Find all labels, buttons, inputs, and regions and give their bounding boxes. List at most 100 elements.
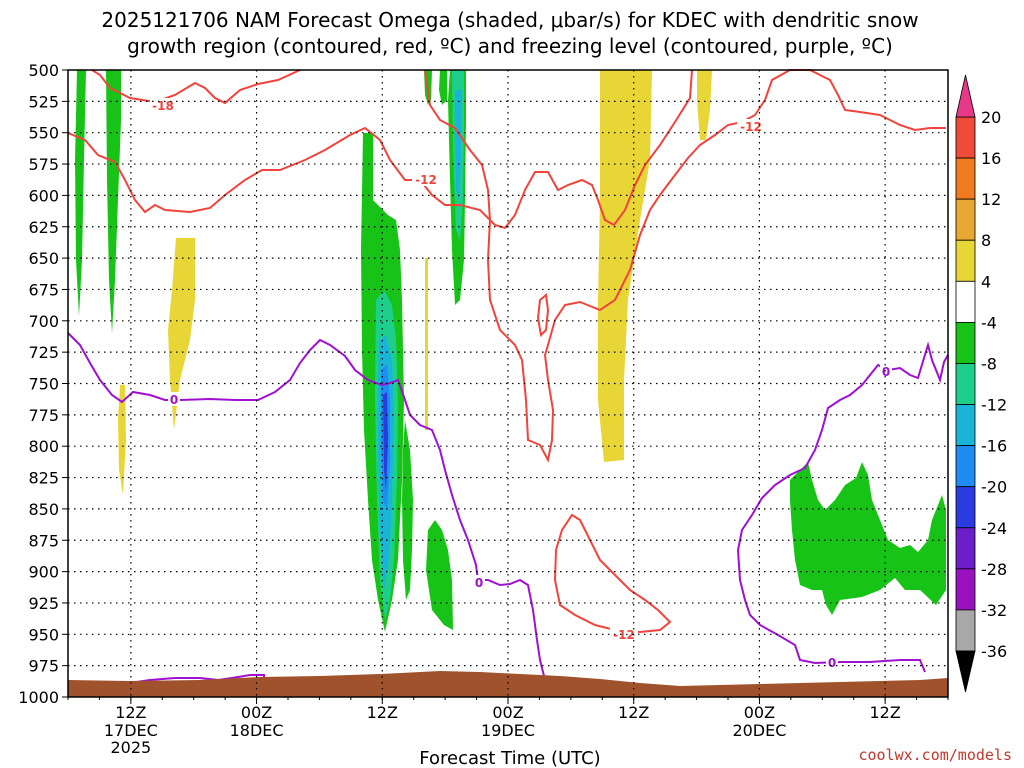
y-tick-label: 725	[28, 343, 59, 362]
y-tick-label: 600	[28, 186, 59, 205]
y-tick-label: 875	[28, 531, 59, 550]
red-contours	[67, 69, 946, 634]
omega-shade-yellow	[425, 258, 428, 430]
colorbar-swatch	[955, 609, 976, 652]
purple-contour-line	[736, 341, 949, 673]
red-contour-line	[67, 69, 693, 230]
credit-text: coolwx.com/models	[858, 746, 1012, 764]
colorbar-label: 8	[981, 231, 991, 250]
omega-shading	[75, 70, 946, 632]
colorbar-swatch	[955, 486, 976, 529]
x-tick-date: 18DEC	[230, 721, 284, 740]
colorbar-swatch	[955, 527, 976, 570]
purple-contour-label: 0	[170, 393, 178, 407]
colorbar-swatch	[955, 280, 976, 323]
y-tick-label: 650	[28, 249, 59, 268]
y-tick-label: 675	[28, 280, 59, 299]
chart-title-line1: 2025121706 NAM Forecast Omega (shaded, μ…	[101, 8, 918, 32]
y-tick-label: 925	[28, 594, 59, 613]
red-contour-label: -18	[152, 99, 174, 113]
red-contour-label: -12	[415, 173, 437, 187]
x-tick-date: 17DEC	[104, 721, 158, 740]
colorbar-label: -16	[981, 437, 1007, 456]
y-tick-label: 950	[28, 625, 59, 644]
colorbar-bottom-arrow	[955, 650, 976, 693]
colorbar-label: -36	[981, 642, 1007, 661]
colorbar-swatch	[955, 321, 976, 364]
x-tick-label: 12Z	[618, 703, 649, 722]
omega-shade-cyan	[455, 90, 462, 200]
colorbar-label: -8	[981, 354, 997, 373]
red-contour-line	[536, 293, 550, 338]
x-tick-label: 12Z	[367, 703, 398, 722]
y-tick-label: 525	[28, 92, 59, 111]
y-tick-label: 575	[28, 155, 59, 174]
colorbar-label: -28	[981, 560, 1007, 579]
red-contour-labels: -18 -12 -12 -12	[150, 98, 765, 642]
colorbar-swatch	[955, 568, 976, 611]
purple-contour-line	[67, 332, 546, 681]
y-tick-label: 800	[28, 437, 59, 456]
omega-shade-green	[402, 420, 413, 600]
y-tick-label: 550	[28, 124, 59, 143]
y-tick-label: 775	[28, 406, 59, 425]
colorbar-swatch	[955, 116, 976, 159]
terrain-fill	[68, 671, 948, 697]
y-tick-label: 900	[28, 563, 59, 582]
omega-shade-yellow	[598, 70, 652, 462]
colorbar-swatch	[955, 404, 976, 447]
colorbar-label: -12	[981, 396, 1007, 415]
x-tick-label: 12Z	[115, 703, 146, 722]
colorbar-swatch	[955, 239, 976, 282]
purple-contour-label: 0	[475, 576, 483, 590]
colorbar-swatch	[955, 363, 976, 405]
omega-shade-yellow	[168, 238, 195, 430]
purple-contour-label: 0	[882, 365, 890, 379]
red-contour-label: -12	[740, 120, 762, 134]
y-tick-label: 750	[28, 375, 59, 394]
x-tick-label: 00Z	[744, 703, 775, 722]
x-tick-date: 19DEC	[481, 721, 535, 740]
colorbar-label: 4	[981, 272, 991, 291]
y-tick-label: 1000	[18, 688, 59, 707]
y-tick-label: 625	[28, 218, 59, 237]
x-tick-label: 00Z	[241, 703, 272, 722]
y-tick-label: 825	[28, 469, 59, 488]
red-contour-line	[424, 69, 946, 463]
colorbar: 20 16 12 8 4 -4 -8 -12 -16 -20 -24 -28 -32 -36	[955, 74, 1007, 693]
y-tick-label: 700	[28, 312, 59, 331]
omega-shade-green	[75, 70, 86, 316]
colorbar-swatch	[955, 198, 976, 241]
red-contour-label: -12	[613, 628, 635, 642]
y-tick-label: 975	[28, 657, 59, 676]
colorbar-label: 20	[981, 108, 1001, 127]
omega-shade-green	[790, 462, 946, 615]
x-axis-label: Forecast Time (UTC)	[419, 748, 600, 768]
colorbar-label: -20	[981, 478, 1007, 497]
y-axis: 500 525 550 575 600 625 650 675 700 725 750 775 800 8…	[18, 61, 68, 707]
red-contour-line	[91, 69, 301, 105]
colorbar-label: 12	[981, 190, 1001, 209]
colorbar-swatch	[955, 445, 976, 488]
omega-shade-green	[439, 70, 447, 105]
grid-lines	[68, 70, 948, 697]
colorbar-label: 16	[981, 149, 1001, 168]
y-tick-label: 500	[28, 61, 59, 80]
colorbar-swatch	[955, 157, 976, 200]
colorbar-label: -32	[981, 601, 1007, 620]
omega-shade-yellow	[118, 385, 126, 495]
colorbar-label: -24	[981, 519, 1007, 538]
chart-title-line2: growth region (contoured, red, ºC) and f…	[127, 34, 893, 58]
red-contour-line	[553, 513, 672, 634]
colorbar-top-arrow	[955, 74, 976, 118]
y-tick-label: 850	[28, 500, 59, 519]
x-tick-label: 00Z	[492, 703, 523, 722]
purple-contour-labels: 0 0 0 0	[168, 364, 892, 670]
colorbar-label: -4	[981, 313, 997, 332]
omega-shade-green	[106, 70, 121, 333]
x-tick-label: 12Z	[869, 703, 900, 722]
omega-shade-green	[426, 520, 453, 630]
omega-shade-darkblue	[383, 392, 388, 490]
